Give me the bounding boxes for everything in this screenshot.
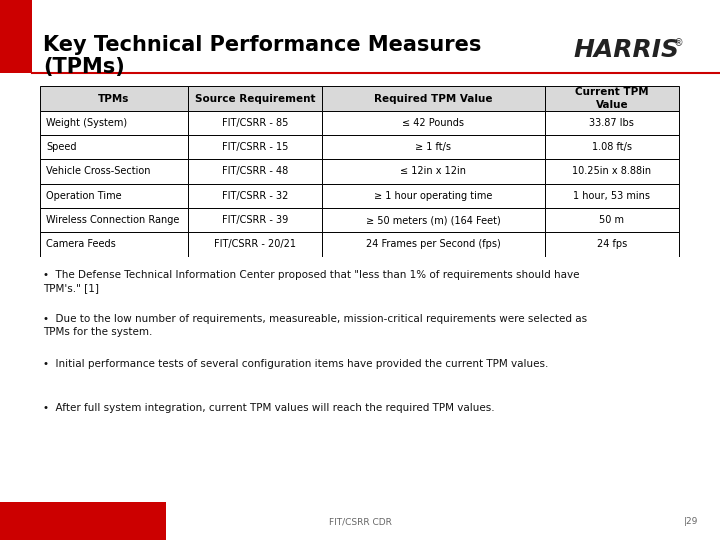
FancyBboxPatch shape: [544, 208, 679, 232]
Text: 10.25in x 8.88in: 10.25in x 8.88in: [572, 166, 652, 177]
Text: Current TPM
Value: Current TPM Value: [575, 87, 649, 110]
Text: 24 Frames per Second (fps): 24 Frames per Second (fps): [366, 239, 501, 249]
Text: FIT/CSRR - 15: FIT/CSRR - 15: [222, 142, 288, 152]
FancyBboxPatch shape: [323, 232, 544, 256]
FancyBboxPatch shape: [40, 135, 188, 159]
FancyBboxPatch shape: [40, 159, 188, 184]
Text: Key Technical Performance Measures: Key Technical Performance Measures: [43, 35, 482, 55]
FancyBboxPatch shape: [323, 86, 544, 111]
Text: Weight (System): Weight (System): [46, 118, 127, 128]
Text: ®: ®: [673, 38, 683, 48]
Text: 1 hour, 53 mins: 1 hour, 53 mins: [573, 191, 650, 201]
Text: Vehicle Cross-Section: Vehicle Cross-Section: [46, 166, 150, 177]
Text: Source Requirement: Source Requirement: [195, 93, 315, 104]
FancyBboxPatch shape: [188, 208, 323, 232]
Text: FIT/CSRR - 48: FIT/CSRR - 48: [222, 166, 288, 177]
Text: 1.08 ft/s: 1.08 ft/s: [592, 142, 632, 152]
Text: Speed: Speed: [46, 142, 77, 152]
Text: 50 m: 50 m: [599, 215, 624, 225]
FancyBboxPatch shape: [188, 111, 323, 135]
FancyBboxPatch shape: [188, 232, 323, 256]
Text: FIT/CSRR CDR: FIT/CSRR CDR: [328, 517, 392, 526]
Text: FIT/CSRR - 39: FIT/CSRR - 39: [222, 215, 288, 225]
FancyBboxPatch shape: [188, 135, 323, 159]
Text: FIT/CSRR - 32: FIT/CSRR - 32: [222, 191, 288, 201]
Text: ≤ 42 Pounds: ≤ 42 Pounds: [402, 118, 464, 128]
FancyBboxPatch shape: [40, 208, 188, 232]
Text: FIT/CSRR - 20/21: FIT/CSRR - 20/21: [214, 239, 296, 249]
Text: ≥ 1 hour operating time: ≥ 1 hour operating time: [374, 191, 492, 201]
FancyBboxPatch shape: [188, 184, 323, 208]
FancyBboxPatch shape: [323, 135, 544, 159]
FancyBboxPatch shape: [40, 111, 188, 135]
FancyBboxPatch shape: [544, 111, 679, 135]
Text: •  The Defense Technical Information Center proposed that "less than 1% of requi: • The Defense Technical Information Cent…: [43, 270, 580, 293]
FancyBboxPatch shape: [323, 208, 544, 232]
FancyBboxPatch shape: [323, 159, 544, 184]
Text: •  After full system integration, current TPM values will reach the required TPM: • After full system integration, current…: [43, 403, 495, 413]
FancyBboxPatch shape: [323, 184, 544, 208]
Text: •  Initial performance tests of several configuration items have provided the cu: • Initial performance tests of several c…: [43, 359, 549, 369]
Text: HARRIS: HARRIS: [573, 38, 680, 62]
FancyBboxPatch shape: [40, 184, 188, 208]
Text: Wireless Connection Range: Wireless Connection Range: [46, 215, 180, 225]
FancyBboxPatch shape: [544, 184, 679, 208]
Text: (TPMs): (TPMs): [43, 57, 125, 77]
Text: Required TPM Value: Required TPM Value: [374, 93, 492, 104]
FancyBboxPatch shape: [544, 135, 679, 159]
FancyBboxPatch shape: [188, 86, 323, 111]
FancyBboxPatch shape: [544, 232, 679, 256]
Text: |29: |29: [684, 517, 698, 526]
FancyBboxPatch shape: [40, 232, 188, 256]
FancyBboxPatch shape: [40, 86, 188, 111]
Text: •  Due to the low number of requirements, measureable, mission-critical requirem: • Due to the low number of requirements,…: [43, 314, 588, 338]
Text: ≥ 1 ft/s: ≥ 1 ft/s: [415, 142, 451, 152]
FancyBboxPatch shape: [323, 111, 544, 135]
Text: 24 fps: 24 fps: [597, 239, 627, 249]
FancyBboxPatch shape: [544, 86, 679, 111]
FancyBboxPatch shape: [188, 159, 323, 184]
Text: ≤ 12in x 12in: ≤ 12in x 12in: [400, 166, 467, 177]
FancyBboxPatch shape: [544, 159, 679, 184]
Text: TPMs: TPMs: [98, 93, 130, 104]
Text: ≥ 50 meters (m) (164 Feet): ≥ 50 meters (m) (164 Feet): [366, 215, 501, 225]
Text: Camera Feeds: Camera Feeds: [46, 239, 116, 249]
Text: FIT/CSRR - 85: FIT/CSRR - 85: [222, 118, 288, 128]
Text: 33.87 lbs: 33.87 lbs: [590, 118, 634, 128]
Text: Operation Time: Operation Time: [46, 191, 122, 201]
